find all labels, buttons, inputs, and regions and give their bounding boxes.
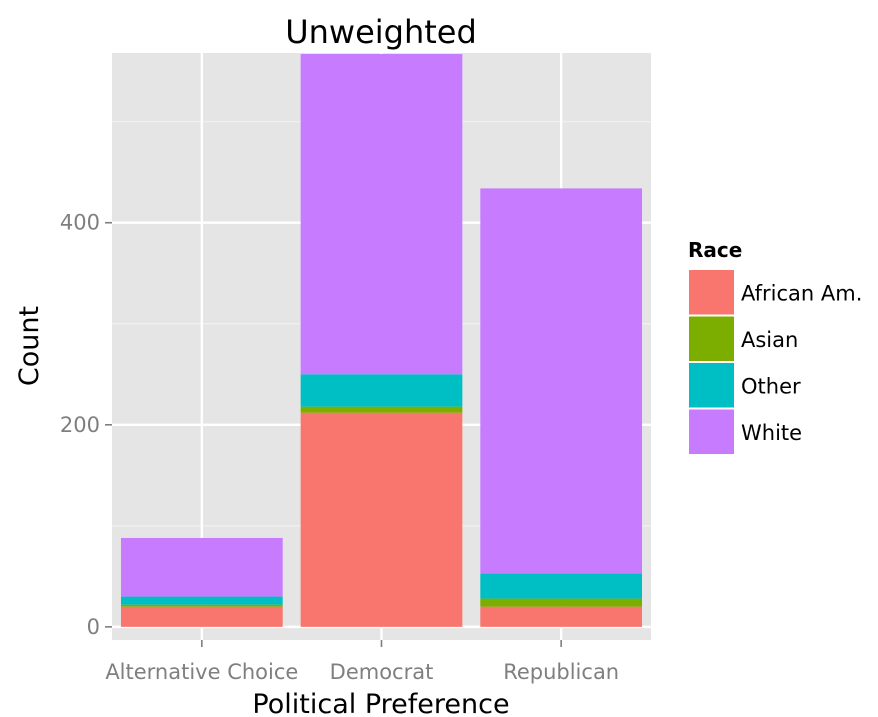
- chart-title: Unweighted: [285, 13, 477, 51]
- y-tick-label: 0: [87, 615, 100, 639]
- bar-segment-white: [120, 537, 283, 597]
- bar-segment-african-am: [480, 606, 643, 627]
- y-axis-title: Count: [14, 306, 45, 386]
- x-tick-label: Democrat: [330, 660, 434, 684]
- x-tick-label: Alternative Choice: [105, 660, 298, 684]
- bar-segment-other: [120, 596, 283, 605]
- bar-segment-african-am: [300, 412, 463, 627]
- bar-segment-asian: [120, 604, 283, 607]
- x-axis: Alternative Choice Democrat Republican: [105, 640, 619, 684]
- bar-segment-white: [300, 54, 463, 375]
- y-tick-label: 400: [60, 211, 100, 235]
- bar-segment-white: [480, 188, 643, 574]
- bar-segment-asian: [300, 406, 463, 413]
- y-tick-label: 200: [60, 413, 100, 437]
- legend-key-white: [687, 407, 736, 456]
- legend-label-other: Other: [741, 374, 801, 398]
- bar-segment-other: [300, 374, 463, 407]
- bar-segment-african-am: [120, 606, 283, 627]
- legend-label-white: White: [741, 421, 802, 445]
- bar-segment-asian: [480, 598, 643, 607]
- y-axis: 0 200 400: [60, 211, 112, 639]
- bars: [120, 54, 643, 627]
- bar-segment-other: [480, 573, 643, 599]
- legend-key-african-am: [687, 268, 736, 317]
- legend-key-other: [687, 361, 736, 410]
- x-axis-title: Political Preference: [252, 689, 509, 717]
- legend-label-asian: Asian: [741, 328, 798, 352]
- x-tick-label: Republican: [503, 660, 619, 684]
- legend: Race African Am. Asian Other White: [687, 238, 862, 456]
- legend-label-african-am: African Am.: [741, 281, 862, 305]
- legend-title: Race: [688, 238, 742, 262]
- legend-key-asian: [687, 314, 736, 363]
